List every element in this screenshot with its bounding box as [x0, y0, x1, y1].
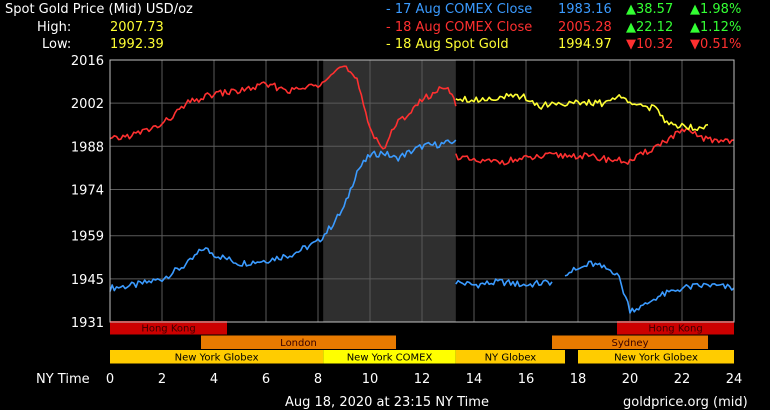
x-tick-label: 14 — [466, 372, 483, 387]
session-label: London — [280, 338, 317, 349]
y-tick-label: 2002 — [71, 97, 104, 112]
x-tick-label: 10 — [362, 372, 379, 387]
x-tick-label: 8 — [314, 372, 322, 387]
legend-row-1-value: 2005.28 — [558, 20, 612, 35]
legend-row-2-pct: ▼0.51% — [690, 37, 741, 52]
legend-label: 18 Aug Spot Gold — [394, 37, 509, 52]
legend-row-1-label: - 18 Aug COMEX Close — [386, 20, 533, 35]
legend-row-2-change: ▼10.32 — [626, 37, 673, 52]
session-label: New York Globex — [614, 353, 698, 364]
series-line — [455, 278, 553, 289]
session-bar — [617, 321, 734, 335]
x-tick-label: 22 — [674, 372, 691, 387]
up-arrow-icon: ▲ — [690, 20, 700, 35]
up-arrow-icon: ▲ — [690, 2, 700, 17]
low-label: Low: — [42, 37, 72, 52]
session-bar — [201, 335, 396, 349]
low-value: 1992.39 — [110, 37, 164, 52]
legend-row-1-change: ▲22.12 — [626, 20, 673, 35]
y-tick-label: 2016 — [71, 54, 104, 69]
x-tick-label: 4 — [210, 372, 218, 387]
plot-frame — [109, 59, 735, 323]
high-value: 2007.73 — [110, 20, 164, 35]
legend-label: 17 Aug COMEX Close — [394, 2, 533, 17]
x-tick-label: 12 — [414, 372, 431, 387]
y-tick-label: 1945 — [71, 273, 104, 288]
session-label: Sydney — [611, 338, 648, 349]
series-line — [109, 65, 457, 150]
legend-label: 18 Aug COMEX Close — [394, 20, 533, 35]
x-tick-label: 18 — [570, 372, 587, 387]
pct-value: 1.12% — [700, 20, 742, 35]
session-label: Hong Kong — [141, 324, 195, 335]
legend-row-1-pct: ▲1.12% — [690, 20, 741, 35]
legend-row-0-value: 1983.16 — [558, 2, 612, 17]
x-tick-label: 16 — [518, 372, 535, 387]
change-value: 22.12 — [636, 20, 674, 35]
down-arrow-icon: ▼ — [690, 37, 700, 52]
legend-row-0-pct: ▲1.98% — [690, 2, 741, 17]
session-label: Hong Kong — [648, 324, 702, 335]
change-value: 38.57 — [636, 2, 674, 17]
comex-highlight — [323, 60, 456, 322]
x-tick-label: 20 — [622, 372, 639, 387]
change-value: 10.32 — [636, 37, 674, 52]
down-arrow-icon: ▼ — [626, 37, 636, 52]
session-bar — [110, 350, 324, 364]
session-bar — [110, 321, 227, 335]
session-label: New York COMEX — [347, 353, 433, 364]
high-label: High: — [37, 20, 72, 35]
x-tick-label: 2 — [158, 372, 166, 387]
legend-row-0-change: ▲38.57 — [626, 2, 673, 17]
session-label: NY Globex — [485, 353, 537, 364]
session-label: New York Globex — [175, 353, 259, 364]
x-axis-label: NY Time — [36, 372, 90, 387]
y-tick-label: 1974 — [71, 183, 104, 198]
up-arrow-icon: ▲ — [626, 20, 636, 35]
legend-row-0-label: - 17 Aug COMEX Close — [386, 2, 533, 17]
series-line — [564, 260, 735, 314]
y-tick-label: 1931 — [71, 316, 104, 331]
session-bar — [578, 350, 734, 364]
session-bar — [455, 350, 565, 364]
series-line — [109, 139, 457, 292]
pct-value: 1.98% — [700, 2, 742, 17]
session-bar — [323, 350, 456, 364]
footer-timestamp: Aug 18, 2020 at 23:15 NY Time — [285, 395, 489, 410]
chart-title: Spot Gold Price (Mid) USD/oz — [5, 2, 193, 17]
x-tick-label: 24 — [726, 372, 743, 387]
legend-row-2-value: 1994.97 — [558, 37, 612, 52]
x-tick-label: 0 — [106, 372, 114, 387]
y-tick-label: 1959 — [71, 230, 104, 245]
footer-source: goldprice.org (mid) — [623, 395, 748, 410]
pct-value: 0.51% — [700, 37, 742, 52]
legend-row-2-label: - 18 Aug Spot Gold — [386, 37, 509, 52]
session-bar — [552, 335, 708, 349]
series-line — [455, 92, 709, 132]
x-tick-label: 6 — [262, 372, 270, 387]
up-arrow-icon: ▲ — [626, 2, 636, 17]
y-tick-label: 1988 — [71, 140, 104, 155]
